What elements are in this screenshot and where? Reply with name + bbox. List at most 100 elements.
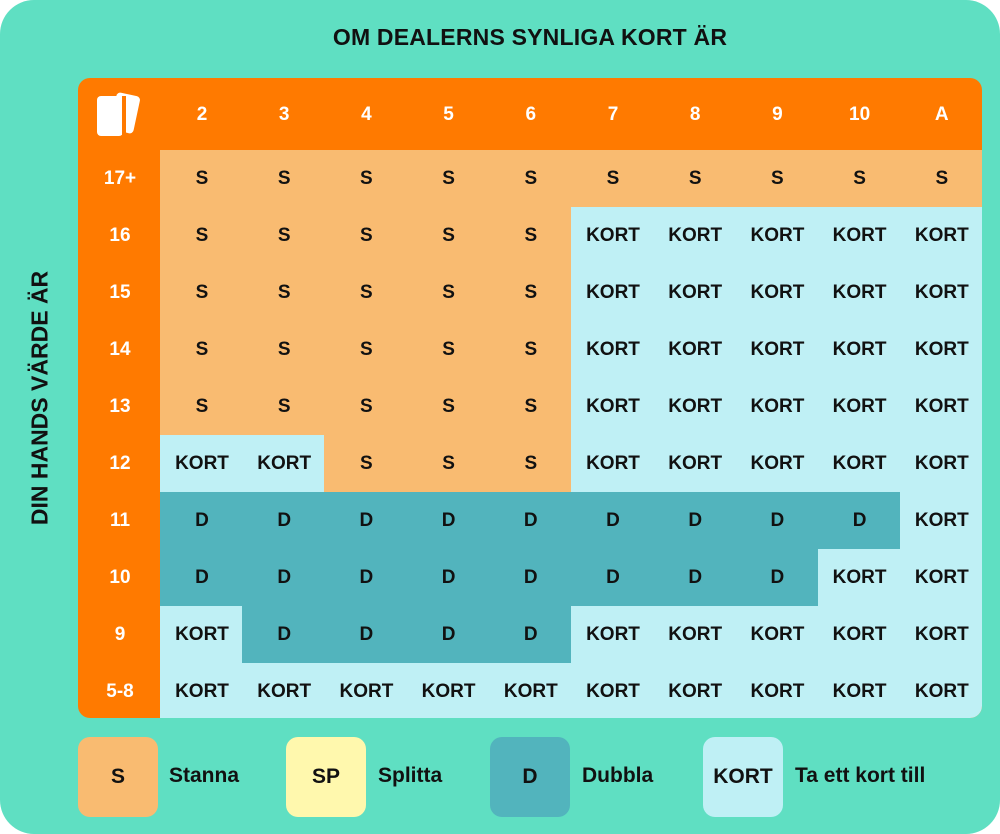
playing-cards-icon xyxy=(97,92,140,136)
strategy-cell: KORT xyxy=(735,663,820,718)
strategy-cell: KORT xyxy=(160,606,244,663)
strategy-cell: KORT xyxy=(571,207,655,264)
strategy-cell: D xyxy=(653,492,738,549)
strategy-cell: S xyxy=(160,264,244,321)
strategy-cell: S xyxy=(488,378,573,435)
strategy-cell: S xyxy=(242,378,327,435)
strategy-cell: KORT xyxy=(571,663,655,718)
strategy-cell: KORT xyxy=(653,606,738,663)
strategy-cell: KORT xyxy=(817,264,902,321)
dealer-card-header: 6 xyxy=(525,103,537,125)
strategy-cell: KORT xyxy=(242,663,327,718)
strategy-cell: S xyxy=(488,435,573,492)
strategy-cell: S xyxy=(735,150,820,207)
strategy-cell: S xyxy=(324,321,409,378)
strategy-cell: KORT xyxy=(899,663,982,718)
legend-label: Stanna xyxy=(169,764,240,787)
hand-value-label: 13 xyxy=(109,395,131,417)
strategy-cell: KORT xyxy=(571,378,655,435)
dealer-card-header: 3 xyxy=(278,103,290,125)
strategy-cell: S xyxy=(488,207,573,264)
strategy-cell: D xyxy=(653,549,738,606)
strategy-cell: D xyxy=(160,549,244,606)
strategy-cell: KORT xyxy=(571,321,655,378)
hand-value-label: 10 xyxy=(109,566,131,588)
dealer-card-header: 10 xyxy=(849,103,871,125)
strategy-cell: KORT xyxy=(653,663,738,718)
hand-value-label: 9 xyxy=(114,623,126,645)
strategy-cell: D xyxy=(324,549,409,606)
strategy-cell: KORT xyxy=(735,321,820,378)
strategy-cell: S xyxy=(488,264,573,321)
strategy-cell: KORT xyxy=(571,606,655,663)
strategy-cell: S xyxy=(324,264,409,321)
strategy-cell: S xyxy=(406,264,491,321)
strategy-cell: D xyxy=(406,549,491,606)
strategy-cell: KORT xyxy=(899,492,982,549)
strategy-cell: S xyxy=(242,207,327,264)
legend-swatch: S xyxy=(78,737,158,817)
strategy-cell: KORT xyxy=(735,264,820,321)
dealer-card-header: 8 xyxy=(689,103,701,125)
strategy-cell: D xyxy=(242,492,327,549)
dealer-card-header: A xyxy=(934,103,949,125)
dealer-card-title: OM DEALERNS SYNLIGA KORT ÄR xyxy=(332,24,728,50)
strategy-cell: D xyxy=(817,492,902,549)
legend-swatch: D xyxy=(490,737,570,817)
dealer-card-header: 9 xyxy=(772,103,783,125)
strategy-cell: KORT xyxy=(242,435,327,492)
strategy-cell: D xyxy=(735,549,820,606)
strategy-cell: KORT xyxy=(571,264,655,321)
strategy-cell: D xyxy=(406,606,491,663)
strategy-table: 2 3 4 5 6 7 8 9 10 A 17+ S S S S S S S S S S 16 S S S S S KORT KORT K… xyxy=(78,78,982,718)
hand-value-label: 5-8 xyxy=(106,680,134,702)
strategy-cell: D xyxy=(242,549,327,606)
strategy-cell: D xyxy=(324,492,409,549)
strategy-cell: S xyxy=(160,321,244,378)
strategy-cell: S xyxy=(571,150,655,207)
strategy-cell: S xyxy=(406,435,491,492)
strategy-cell: S xyxy=(324,435,409,492)
strategy-cell: S xyxy=(406,378,491,435)
strategy-cell: D xyxy=(242,606,327,663)
strategy-cell: D xyxy=(406,492,491,549)
strategy-cell: KORT xyxy=(817,606,902,663)
strategy-cell: S xyxy=(406,150,491,207)
strategy-cell: KORT xyxy=(653,207,738,264)
strategy-cell: S xyxy=(653,150,738,207)
dealer-card-header: 2 xyxy=(196,103,208,125)
strategy-cell: S xyxy=(242,150,327,207)
strategy-cell: D xyxy=(488,606,573,663)
dealer-card-header: 7 xyxy=(607,103,619,125)
strategy-cell: KORT xyxy=(899,321,982,378)
strategy-cell: S xyxy=(160,150,244,207)
strategy-cell: S xyxy=(160,378,244,435)
hand-value-label: 15 xyxy=(109,281,131,303)
strategy-cell: S xyxy=(242,264,327,321)
strategy-cell: KORT xyxy=(817,549,902,606)
dealer-card-header: 4 xyxy=(361,103,372,125)
strategy-cell: KORT xyxy=(817,663,902,718)
strategy-cell: KORT xyxy=(899,549,982,606)
strategy-cell: KORT xyxy=(324,663,409,718)
hand-value-label: 14 xyxy=(109,338,131,360)
strategy-cell: S xyxy=(899,150,982,207)
strategy-cell: D xyxy=(488,492,573,549)
legend-swatch: SP xyxy=(286,737,366,817)
strategy-cell: S xyxy=(324,207,409,264)
strategy-cell: KORT xyxy=(653,378,738,435)
strategy-cell: KORT xyxy=(735,435,820,492)
strategy-cell: KORT xyxy=(817,321,902,378)
strategy-cell: S xyxy=(488,321,573,378)
strategy-cell: S xyxy=(406,207,491,264)
strategy-cell: S xyxy=(488,150,573,207)
strategy-cell: D xyxy=(571,549,655,606)
strategy-cell: KORT xyxy=(653,435,738,492)
hand-value-label: 12 xyxy=(109,452,131,474)
strategy-cell: S xyxy=(160,207,244,264)
strategy-cell: KORT xyxy=(406,663,491,718)
strategy-cell: D xyxy=(324,606,409,663)
strategy-cell: S xyxy=(324,150,409,207)
hand-value-label: 16 xyxy=(109,224,131,246)
strategy-cell: D xyxy=(160,492,244,549)
